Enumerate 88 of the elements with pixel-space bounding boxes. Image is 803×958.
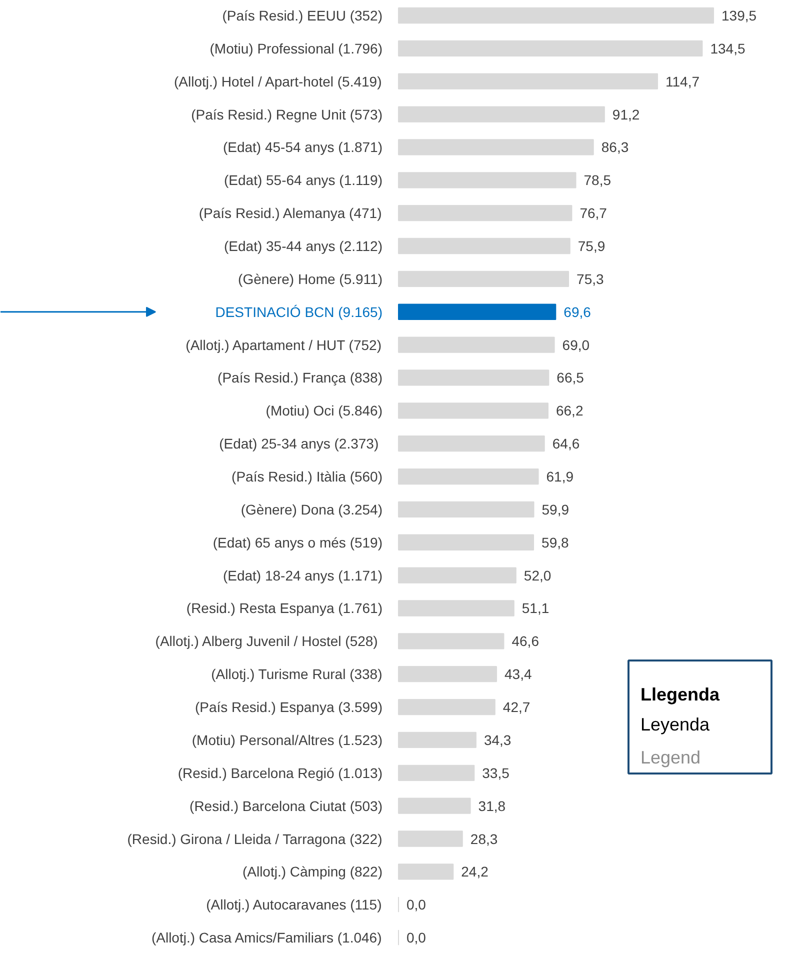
- bar: [398, 698, 496, 716]
- bar: [398, 633, 504, 650]
- y-tick-label: (Edat) 65 anys o més (519): [212, 534, 383, 550]
- data-label: 66,5: [556, 370, 584, 386]
- y-tick-label: (Allotj.) Alberg Juvenil / Hostel (528): [155, 633, 378, 650]
- y-tick-label: DESTINACIÓ BCN (9.165): [215, 304, 383, 320]
- y-tick-label: (Motiu) Professional (1.796): [210, 40, 383, 56]
- bar: [398, 304, 556, 320]
- bar: [398, 336, 555, 353]
- y-tick-label: (País Resid.) Espanya (3.599): [194, 699, 382, 716]
- bar: [398, 270, 570, 288]
- data-label: 59,9: [542, 501, 570, 518]
- y-tick-label: (Edat) 25-34 anys (2.373): [219, 436, 379, 452]
- data-label: 86,3: [601, 139, 629, 156]
- y-tick-label: (Gènere) Dona (3.254): [240, 501, 383, 518]
- y-tick-label: (Allotj.) Càmping (822): [242, 864, 383, 880]
- data-label: 0,0: [406, 930, 426, 946]
- y-tick-label: (Edat) 45-54 anys (1.871): [222, 139, 382, 156]
- data-label: 43,4: [504, 666, 532, 682]
- data-label: 91,2: [612, 106, 640, 122]
- y-tick-label: (Allotj.) Apartament / HUT (752): [186, 336, 382, 353]
- y-tick-label: (Allotj.) Casa Amics/Familiars (1.046): [151, 930, 382, 946]
- y-tick-label: (Resid.) Girona / Lleida / Tarragona (322): [127, 830, 382, 847]
- bar: [398, 666, 497, 682]
- data-label: 75,3: [576, 270, 604, 287]
- y-tick-label: (Resid.) Barcelona Regió (1.013): [178, 764, 382, 781]
- bar: [398, 600, 514, 616]
- data-label: 69,6: [564, 304, 592, 320]
- y-tick-label: (Edat) 55-64 anys (1.119): [224, 172, 383, 188]
- bar: [398, 798, 471, 814]
- bar: [398, 139, 594, 156]
- y-tick-label: (Allotj.) Turisme Rural (338): [211, 666, 382, 682]
- data-label: 59,8: [542, 534, 569, 550]
- data-label: 61,9: [546, 468, 574, 485]
- y-tick-label: (Resid.) Resta Espanya (1.761): [186, 600, 383, 616]
- bar: [398, 534, 534, 550]
- bar: [398, 864, 454, 880]
- y-tick-label: (Allotj.) Hotel / Apart-hotel (5.419): [174, 73, 382, 90]
- y-tick-label: (País Resid.) Regne Unit (573): [191, 106, 383, 122]
- data-label: 28,3: [470, 830, 498, 847]
- annotation: Llegenda: [640, 684, 721, 704]
- bar: [398, 501, 534, 518]
- bar: [398, 468, 539, 485]
- bar: [398, 764, 475, 781]
- y-tick-label: (Gènere) Home (5.911): [238, 270, 383, 287]
- data-label: 75,9: [578, 238, 606, 254]
- bar: [398, 7, 714, 24]
- y-tick-label: (Edat) 35-44 anys (2.112): [224, 238, 383, 254]
- bar: [398, 40, 703, 57]
- data-label: 114,7: [666, 73, 700, 90]
- data-label: 139,5: [722, 8, 757, 24]
- bar: [398, 370, 550, 386]
- bar: [398, 436, 545, 452]
- bar: [398, 830, 463, 847]
- data-label: 52,0: [524, 567, 552, 584]
- data-label: 34,3: [484, 732, 512, 748]
- data-label: 66,2: [556, 402, 584, 419]
- data-label: 46,6: [512, 633, 540, 650]
- bar: [398, 567, 516, 584]
- data-label: 0,0: [406, 896, 426, 913]
- y-tick-label: (Allotj.) Autocaravanes (115): [206, 896, 382, 913]
- annotation: Legend: [640, 748, 701, 768]
- y-tick-label: (País Resid.) Alemanya (471): [198, 205, 382, 222]
- bar: [398, 172, 576, 188]
- bar: [398, 402, 548, 419]
- data-label: 24,2: [461, 864, 489, 880]
- data-label: 31,8: [478, 798, 506, 814]
- data-label: 64,6: [552, 436, 580, 452]
- bar: [398, 73, 658, 90]
- y-tick-label: (Resid.) Barcelona Ciutat (503): [190, 798, 383, 814]
- bar: [398, 732, 476, 748]
- data-label: 42,7: [502, 699, 530, 716]
- y-tick-label: (País Resid.) França (838): [218, 370, 383, 386]
- data-label: 33,5: [482, 764, 510, 781]
- annotation: Leyenda: [640, 714, 711, 734]
- bar: [398, 205, 572, 222]
- bar: [398, 238, 570, 254]
- data-label: 51,1: [522, 600, 550, 616]
- y-tick-label: (Motiu) Oci (5.846): [266, 402, 383, 419]
- data-label: 134,5: [710, 40, 746, 56]
- data-label: 69,0: [562, 336, 590, 353]
- data-label: 76,7: [580, 205, 608, 222]
- bar: [398, 106, 605, 122]
- y-tick-label: (Edat) 18-24 anys (1.171): [222, 567, 382, 584]
- y-tick-label: (País Resid.) EEUU (352): [222, 8, 383, 24]
- data-label: 78,5: [584, 172, 612, 188]
- y-tick-label: (Motiu) Personal/Altres (1.523): [192, 732, 383, 748]
- y-tick-label: (País Resid.) Itàlia (560): [232, 468, 383, 485]
